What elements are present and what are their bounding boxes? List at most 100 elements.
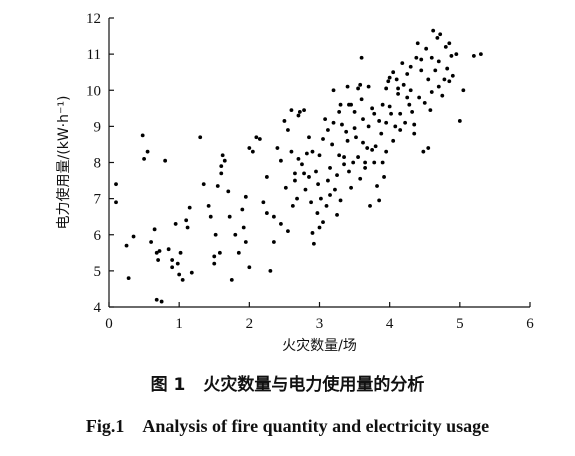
data-point	[157, 249, 162, 253]
data-point	[317, 225, 322, 230]
data-point	[337, 153, 342, 158]
data-point	[268, 268, 273, 273]
data-point	[152, 227, 157, 232]
data-point	[352, 110, 357, 114]
data-point	[340, 122, 344, 127]
data-point	[304, 151, 309, 156]
data-point	[140, 133, 145, 138]
data-point	[478, 52, 483, 57]
data-point	[222, 158, 227, 163]
data-point	[311, 241, 316, 246]
data-point	[447, 79, 452, 84]
data-point	[326, 178, 330, 183]
data-point	[450, 73, 455, 78]
data-point	[436, 84, 441, 89]
data-points	[114, 28, 483, 304]
y-tick-label: 9	[94, 119, 102, 135]
data-point	[215, 184, 220, 188]
data-point	[319, 196, 323, 201]
data-point	[293, 178, 297, 183]
data-point	[447, 41, 452, 46]
data-point	[300, 162, 304, 167]
data-point	[254, 135, 259, 140]
data-point	[372, 160, 377, 165]
x-tick-label: 1	[175, 316, 183, 332]
data-point	[170, 258, 175, 262]
data-point	[314, 169, 318, 174]
data-point	[163, 158, 168, 163]
data-point	[145, 149, 150, 154]
data-point	[283, 185, 288, 190]
data-point	[290, 203, 295, 208]
y-tick-label: 11	[87, 47, 101, 63]
x-tick-label: 5	[456, 316, 464, 332]
data-point	[358, 82, 363, 87]
data-point	[380, 160, 385, 165]
data-point	[461, 88, 466, 93]
data-point	[384, 86, 389, 91]
data-point	[338, 198, 343, 203]
data-point	[264, 211, 269, 215]
data-point	[173, 222, 178, 226]
data-point	[384, 120, 389, 125]
data-point	[428, 108, 433, 113]
data-point	[338, 102, 343, 107]
data-point	[180, 278, 185, 282]
data-point	[400, 61, 405, 66]
data-point	[431, 28, 436, 33]
data-point	[220, 153, 225, 158]
x-tick-label: 6	[526, 316, 534, 332]
data-point	[414, 55, 419, 60]
data-point	[229, 278, 234, 282]
data-point	[405, 72, 410, 76]
data-point	[184, 218, 189, 223]
data-point	[429, 55, 434, 60]
data-point	[261, 200, 266, 205]
data-point	[389, 111, 393, 116]
data-point	[321, 220, 325, 225]
data-point	[241, 225, 246, 230]
data-point	[175, 261, 180, 266]
data-point	[438, 32, 443, 37]
data-point	[354, 135, 358, 140]
data-point	[131, 234, 136, 239]
data-point	[247, 146, 252, 150]
x-tick-label: 4	[386, 316, 394, 332]
data-point	[426, 77, 431, 82]
y-tick-label: 8	[94, 156, 102, 172]
data-point	[349, 185, 353, 190]
y-tick-label: 5	[94, 264, 102, 280]
data-point	[403, 120, 408, 125]
data-point	[358, 176, 363, 181]
figure-number-en: Fig.1	[85, 416, 125, 436]
data-point	[445, 66, 450, 71]
data-point	[419, 57, 424, 62]
data-point	[198, 135, 203, 140]
data-point	[324, 203, 329, 208]
data-point	[317, 153, 322, 158]
data-point	[372, 111, 377, 116]
data-point	[440, 93, 445, 98]
data-point	[331, 88, 336, 93]
data-point	[208, 214, 213, 219]
data-point	[219, 171, 224, 176]
data-point	[297, 110, 302, 114]
data-point	[424, 46, 429, 51]
data-point	[370, 147, 375, 152]
data-point	[380, 102, 385, 107]
data-point	[295, 196, 299, 201]
data-point	[240, 207, 245, 212]
data-point	[422, 100, 427, 105]
data-point	[361, 117, 365, 122]
data-point	[321, 137, 325, 141]
data-point	[426, 146, 431, 150]
data-point	[408, 64, 413, 69]
figure-title-cn: 火灾数量与电力使用量的分析	[203, 375, 425, 395]
data-point	[344, 129, 349, 134]
data-point	[289, 108, 294, 113]
data-point	[331, 120, 336, 125]
figure-caption-english: Fig.1 Analysis of fire quantity and elect…	[0, 416, 575, 437]
data-point	[257, 137, 262, 141]
data-point	[185, 225, 190, 230]
data-point	[359, 55, 364, 60]
